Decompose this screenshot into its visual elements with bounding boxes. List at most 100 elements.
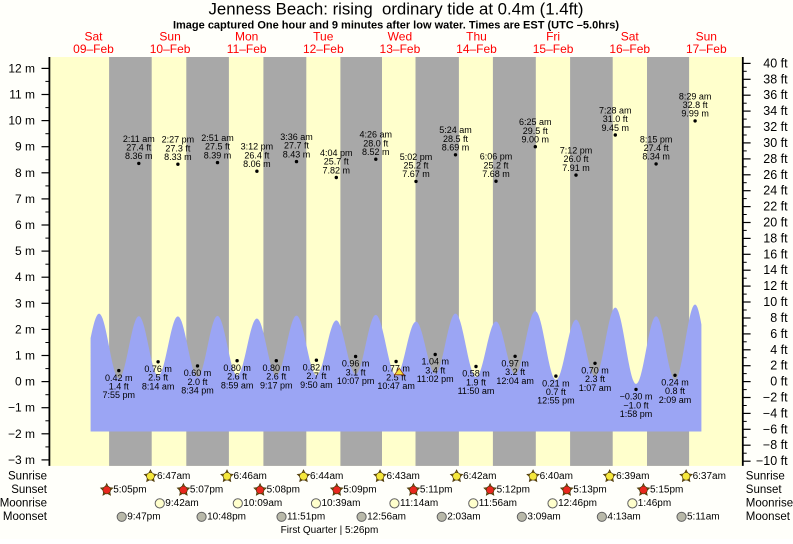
svg-text:5:11am: 5:11am [687, 511, 720, 522]
svg-text:Wed: Wed [388, 30, 412, 44]
svg-text:−2 m: −2 m [8, 427, 35, 441]
svg-text:6:25 am: 6:25 am [519, 117, 552, 127]
svg-text:26.0 ft: 26.0 ft [563, 154, 589, 164]
svg-text:3.2 ft: 3.2 ft [505, 367, 526, 377]
svg-text:2:27 pm: 2:27 pm [162, 135, 195, 145]
svg-text:11:14am: 11:14am [400, 498, 438, 509]
svg-text:−4 ft: −4 ft [763, 406, 788, 420]
svg-text:1:07 am: 1:07 am [579, 383, 612, 393]
svg-text:Thu: Thu [466, 30, 487, 44]
svg-text:0.24 m: 0.24 m [661, 378, 689, 388]
svg-text:12:56am: 12:56am [367, 511, 406, 522]
svg-text:9.00 m: 9.00 m [522, 135, 550, 145]
svg-text:6:42am: 6:42am [463, 471, 496, 482]
svg-text:7.82 m: 7.82 m [323, 165, 351, 175]
svg-text:Moonset: Moonset [746, 511, 791, 523]
svg-text:7.67 m: 7.67 m [402, 169, 430, 179]
svg-text:2 ft: 2 ft [770, 359, 788, 373]
svg-text:30 ft: 30 ft [763, 136, 788, 150]
svg-text:8:34 pm: 8:34 pm [181, 386, 214, 396]
svg-text:27.4 ft: 27.4 ft [126, 143, 152, 153]
svg-text:4 m: 4 m [15, 270, 35, 284]
svg-text:27.7 ft: 27.7 ft [284, 141, 310, 151]
svg-text:5:02 pm: 5:02 pm [400, 152, 433, 162]
svg-text:13–Feb: 13–Feb [380, 42, 421, 56]
svg-text:7:12 pm: 7:12 pm [560, 146, 593, 156]
svg-text:7:28 am: 7:28 am [599, 105, 632, 115]
svg-text:2:09 am: 2:09 am [659, 395, 692, 405]
svg-text:8.06 m: 8.06 m [243, 159, 271, 169]
svg-text:Tue: Tue [313, 30, 334, 44]
svg-text:2.0 ft: 2.0 ft [187, 377, 208, 387]
svg-text:1:58 pm: 1:58 pm [620, 409, 653, 419]
svg-text:10:07 pm: 10:07 pm [337, 376, 375, 386]
svg-text:8 ft: 8 ft [770, 311, 788, 325]
svg-text:3:09am: 3:09am [527, 511, 560, 522]
svg-text:−3 m: −3 m [8, 453, 35, 467]
svg-text:8 m: 8 m [15, 166, 35, 180]
svg-text:9:17 pm: 9:17 pm [260, 380, 293, 390]
svg-text:9.99 m: 9.99 m [681, 109, 709, 119]
svg-text:12:46pm: 12:46pm [558, 498, 597, 509]
svg-text:Mon: Mon [235, 30, 258, 44]
svg-text:2 m: 2 m [15, 322, 35, 336]
svg-text:First Quarter | 5:26pm: First Quarter | 5:26pm [281, 525, 379, 536]
svg-text:3:12 pm: 3:12 pm [241, 142, 274, 152]
svg-text:8.34 m: 8.34 m [642, 152, 670, 162]
svg-text:7.68 m: 7.68 m [482, 169, 510, 179]
svg-text:5:15pm: 5:15pm [650, 485, 683, 496]
svg-text:11:02 pm: 11:02 pm [417, 374, 454, 384]
svg-text:10 m: 10 m [8, 114, 35, 128]
svg-text:2:11 am: 2:11 am [123, 134, 155, 144]
svg-text:4:26 am: 4:26 am [360, 130, 393, 140]
svg-text:0.58 m: 0.58 m [462, 369, 490, 379]
svg-text:12:55 pm: 12:55 pm [537, 396, 575, 406]
svg-text:26.4 ft: 26.4 ft [244, 150, 270, 160]
svg-text:4:04 pm: 4:04 pm [320, 148, 353, 158]
svg-text:2:51 am: 2:51 am [201, 133, 234, 143]
svg-text:12 ft: 12 ft [763, 279, 788, 293]
svg-text:0.8 ft: 0.8 ft [665, 386, 686, 396]
svg-text:6:43am: 6:43am [387, 471, 420, 482]
svg-text:11:50 am: 11:50 am [458, 386, 495, 396]
svg-text:2.3 ft: 2.3 ft [585, 374, 606, 384]
svg-text:Sat: Sat [84, 30, 103, 44]
svg-text:9:50 am: 9:50 am [300, 380, 333, 390]
svg-text:12 m: 12 m [8, 61, 35, 75]
svg-text:6:39am: 6:39am [616, 471, 649, 482]
svg-text:8:29 am: 8:29 am [679, 91, 712, 101]
svg-text:Sunrise: Sunrise [746, 470, 785, 482]
svg-text:Sunrise: Sunrise [8, 470, 47, 482]
svg-text:4:13am: 4:13am [607, 511, 640, 522]
svg-text:8.36 m: 8.36 m [125, 151, 153, 161]
svg-text:2.6 ft: 2.6 ft [266, 372, 287, 382]
svg-text:0.7 ft: 0.7 ft [546, 387, 567, 397]
svg-text:9:42am: 9:42am [165, 498, 198, 509]
svg-text:0.96 m: 0.96 m [342, 359, 370, 369]
svg-text:14–Feb: 14–Feb [456, 42, 497, 56]
svg-text:3.1 ft: 3.1 ft [346, 367, 367, 377]
svg-text:Sun: Sun [159, 30, 180, 44]
svg-text:18 ft: 18 ft [763, 231, 788, 245]
svg-text:32 ft: 32 ft [763, 120, 788, 134]
svg-text:7.91 m: 7.91 m [562, 163, 590, 173]
svg-text:1.9 ft: 1.9 ft [466, 377, 487, 387]
svg-text:6:47am: 6:47am [157, 471, 190, 482]
svg-text:5:13pm: 5:13pm [573, 485, 606, 496]
svg-text:12–Feb: 12–Feb [303, 42, 344, 56]
svg-text:8.39 m: 8.39 m [204, 150, 232, 160]
svg-text:8:15 pm: 8:15 pm [640, 134, 673, 144]
svg-text:Sunset: Sunset [746, 484, 783, 496]
svg-text:0 ft: 0 ft [770, 375, 788, 389]
svg-text:5:07pm: 5:07pm [190, 485, 223, 496]
svg-text:Sun: Sun [696, 30, 717, 44]
svg-text:8.69 m: 8.69 m [442, 143, 470, 153]
svg-text:3.4 ft: 3.4 ft [425, 365, 446, 375]
svg-text:26 ft: 26 ft [763, 168, 788, 182]
svg-text:14 ft: 14 ft [763, 263, 788, 277]
svg-text:Moonrise: Moonrise [746, 497, 793, 509]
svg-text:36 ft: 36 ft [763, 88, 788, 102]
svg-text:Fri: Fri [546, 30, 560, 44]
svg-text:28.5 ft: 28.5 ft [443, 134, 469, 144]
svg-text:25.7 ft: 25.7 ft [324, 157, 350, 167]
